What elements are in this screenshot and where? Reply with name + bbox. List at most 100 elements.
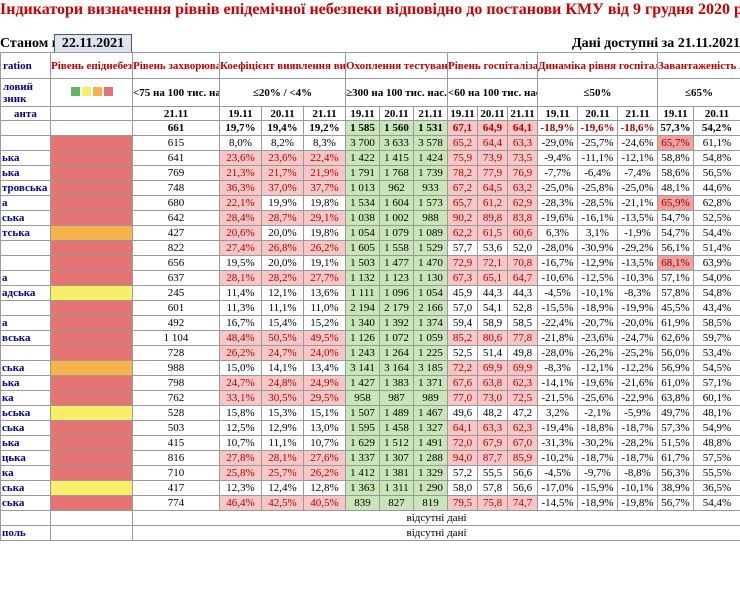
table-row: ська 503 12,5% 12,9% 13,0% 1 595 1 458 1 327 64,…	[0, 420, 740, 436]
oxygen-value: 38,9%	[657, 480, 694, 496]
oxygen-value: 63,9%	[692, 255, 740, 271]
detection-value: 14,1%	[261, 360, 304, 376]
oxygen-value: 56,3%	[657, 465, 694, 481]
hosp-value: 64,9	[477, 120, 508, 136]
hosp-value: 83,8	[507, 210, 538, 226]
oxygen-value: 57,1%	[657, 270, 694, 286]
oxygen-header: Завантаженість ліжок з киснем	[656, 52, 740, 79]
hosp-dyn-value: -9,7%	[577, 465, 618, 481]
region-name: тська	[0, 225, 51, 241]
detection-value: 20,0%	[261, 225, 304, 241]
testing-value: 3 700	[345, 135, 380, 151]
region-name: ка	[0, 390, 51, 406]
oxygen-value: 48,1%	[692, 405, 740, 421]
testing-value: 1 038	[345, 210, 380, 226]
oxygen-value: 57,1%	[692, 375, 740, 391]
date-detection: 19.11	[219, 106, 262, 121]
detection-value: 19,9%	[261, 195, 304, 211]
table-row: вська 1 104 48,4% 50,5% 49,5% 1 126 1 072 1 059…	[0, 330, 740, 346]
hosp-value: 57,7	[447, 240, 478, 256]
testing-value: 1 458	[379, 420, 414, 436]
table-row: ька 769 21,3% 21,7% 21,9% 1 791 1 768 1 739 78,2…	[0, 165, 740, 181]
incidence-value: 1 104	[132, 330, 220, 346]
hosp-value: 65,1	[477, 270, 508, 286]
region-name: адська	[0, 285, 51, 301]
incidence-value: 615	[132, 135, 220, 151]
testing-value: 3 185	[413, 360, 448, 376]
oxygen-value: 68,1%	[657, 255, 694, 271]
hosp-dyn-value: -25,8%	[577, 180, 618, 196]
oxygen-value: 54,5%	[692, 360, 740, 376]
testing-value: 1 791	[345, 165, 380, 181]
detection-value: 11,4%	[219, 285, 262, 301]
epid-level-header: Рівень епіднебезпеки	[50, 52, 133, 79]
incidence-value: 528	[132, 405, 220, 421]
hosp-dyn-value: -12,5%	[577, 270, 618, 286]
detection-value: 13,6%	[303, 285, 346, 301]
hosp-dyn-value: -10,1%	[577, 285, 618, 301]
oxygen-value: 45,5%	[657, 300, 694, 316]
hosp-dyn-value: -28,0%	[537, 345, 578, 361]
hosp-dyn-value: -30,2%	[577, 435, 618, 451]
hosp-value: 67,2	[447, 180, 478, 196]
testing-value: 1 363	[345, 480, 380, 496]
hosp-dyn-value: -4,5%	[537, 465, 578, 481]
oxygen-value: 65,7%	[657, 135, 694, 151]
incidence-criterion: <75 на 100 тис. нас.	[132, 78, 220, 107]
hosp-value: 72,0	[447, 435, 478, 451]
testing-value: 1 415	[379, 150, 414, 166]
region-name: ька	[0, 150, 51, 166]
testing-value: 1 079	[379, 225, 414, 241]
hosp-dyn-value: -19,8%	[617, 495, 658, 511]
hosp-value: 49,6	[447, 405, 478, 421]
detection-value: 12,9%	[261, 420, 304, 436]
hosp-dyn-value: -20,7%	[577, 315, 618, 331]
testing-value: 1 507	[345, 405, 380, 421]
detection-value: 36,3%	[219, 180, 262, 196]
hosp-dyn-value: -10,6%	[537, 270, 578, 286]
region-name: ська	[0, 420, 51, 436]
testing-value: 1 329	[413, 465, 448, 481]
as-of-date: 22.11.2021	[54, 34, 132, 53]
testing-value: 3 578	[413, 135, 448, 151]
detection-value: 29,1%	[303, 210, 346, 226]
hosp-dyn-value: -25,6%	[577, 390, 618, 406]
hosp-value: 64,1	[507, 120, 538, 136]
detection-value: 28,1%	[219, 270, 262, 286]
region-header-line1: ration	[0, 52, 51, 79]
hosp-value: 77,0	[447, 390, 478, 406]
hosp-value: 62,3	[507, 375, 538, 391]
detection-value: 27,6%	[303, 450, 346, 466]
detection-value: 40,5%	[303, 495, 346, 511]
date-testing: 20.11	[379, 106, 414, 121]
hosp-dyn-value: -22,9%	[617, 390, 658, 406]
detection-value: 8,3%	[303, 135, 346, 151]
level-cell-red	[50, 450, 133, 466]
hosp-header: Рівень госпіталізацій	[447, 52, 538, 79]
testing-value: 1 491	[413, 435, 448, 451]
detection-value: 28,4%	[219, 210, 262, 226]
hosp-value: 67,6	[447, 375, 478, 391]
hosp-value: 74,7	[507, 495, 538, 511]
level-cell-yellow	[50, 480, 133, 496]
hosp-dyn-value: -11,1%	[577, 150, 618, 166]
incidence-value: 680	[132, 195, 220, 211]
hosp-value: 63,2	[507, 180, 538, 196]
testing-value: 2 179	[379, 300, 414, 316]
level-legend-squares	[70, 86, 113, 96]
oxygen-value: 43,4%	[692, 300, 740, 316]
indicators-table: ration Рівень епіднебезпеки Рівень захво…	[0, 52, 740, 541]
hosp-dyn-value: -19,6%	[577, 375, 618, 391]
level-cell-yellow	[50, 405, 133, 421]
table-row: ька 798 24,7% 24,8% 24,9% 1 427 1 383 1 371 67,6…	[0, 375, 740, 391]
region-name: ька	[0, 165, 51, 181]
hosp-value: 44,3	[477, 285, 508, 301]
testing-value: 989	[413, 390, 448, 406]
testing-value: 1 573	[413, 195, 448, 211]
hosp-value: 60,6	[507, 225, 538, 241]
hosp-value: 56,6	[507, 465, 538, 481]
hosp-dyn-value: -28,2%	[617, 435, 658, 451]
testing-value: 1 467	[413, 405, 448, 421]
hosp-value: 63,8	[477, 375, 508, 391]
hosp-dyn-value: -24,7%	[617, 330, 658, 346]
